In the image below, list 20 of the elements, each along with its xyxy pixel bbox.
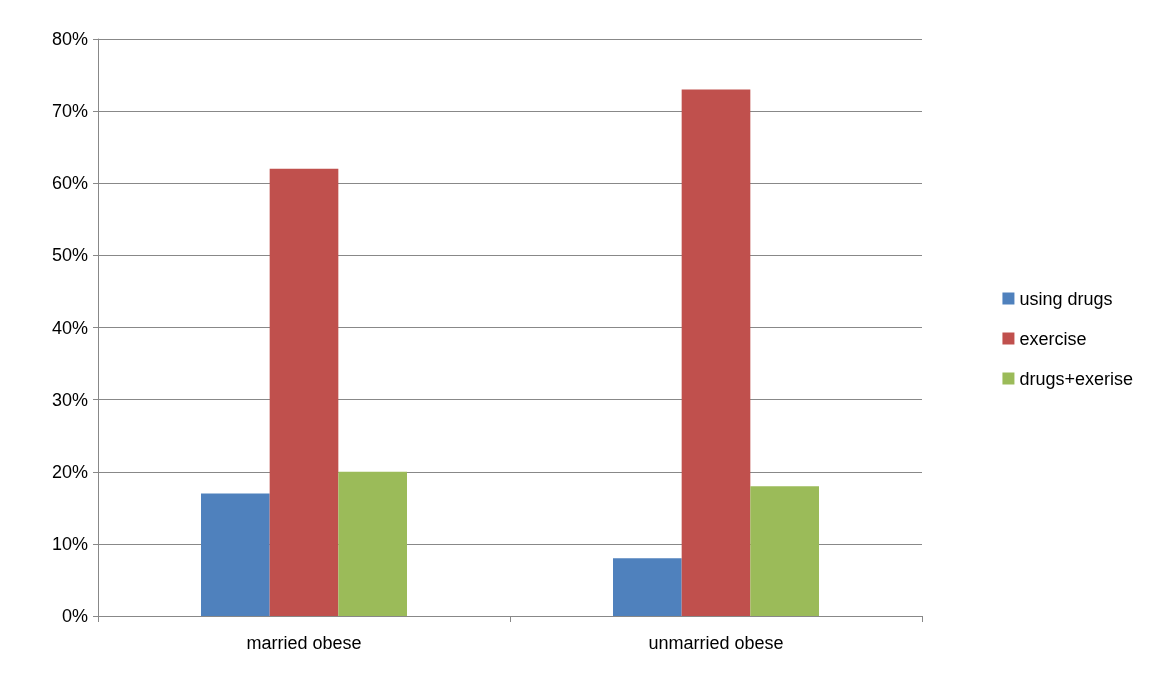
bar <box>681 89 751 616</box>
y-tick-label: 30% <box>51 389 88 410</box>
bar <box>750 486 819 616</box>
legend-label: drugs+exerise <box>1019 368 1134 389</box>
bar <box>338 471 407 616</box>
x-tick-label: married obese <box>246 633 362 653</box>
legend-label: exercise <box>1019 328 1087 349</box>
y-tick-label: 10% <box>51 533 88 554</box>
legend-label: using drugs <box>1019 288 1113 309</box>
y-tick-label: 20% <box>51 461 88 482</box>
y-tick-label: 80% <box>51 29 88 49</box>
bar <box>269 168 339 616</box>
x-tick-label: unmarried obese <box>648 633 784 653</box>
bar <box>201 493 270 616</box>
y-tick-label: 40% <box>51 317 88 338</box>
y-tick-label: 50% <box>51 245 88 266</box>
y-tick-label: 0% <box>61 606 88 626</box>
y-tick-label: 70% <box>51 101 88 122</box>
bar <box>613 558 682 616</box>
y-tick-label: 60% <box>51 173 88 194</box>
